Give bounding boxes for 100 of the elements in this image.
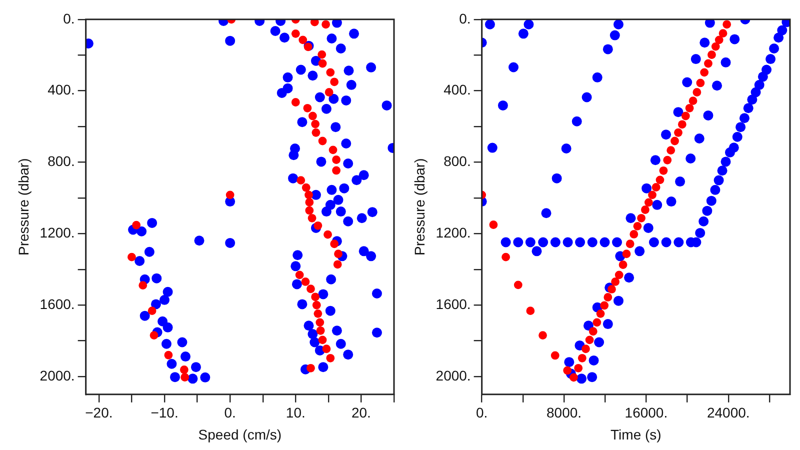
y-tick-label: 400. [444, 82, 471, 98]
point [314, 221, 322, 230]
point [305, 206, 314, 215]
point [711, 42, 720, 51]
point [291, 29, 300, 38]
point [708, 50, 716, 59]
point [150, 331, 158, 340]
point [324, 88, 334, 96]
point [322, 20, 330, 29]
point [659, 166, 668, 175]
point [308, 214, 316, 222]
point [633, 222, 642, 230]
point [298, 36, 308, 44]
point [578, 354, 586, 362]
point [714, 36, 724, 44]
point [180, 366, 188, 374]
point [614, 270, 624, 280]
point [312, 128, 320, 137]
point [330, 240, 339, 248]
y-tick-label: 1200. [40, 224, 75, 241]
point [148, 306, 156, 316]
point [608, 285, 616, 294]
point [330, 78, 339, 86]
point [301, 278, 310, 286]
y-tick-label: 400. [48, 82, 75, 98]
point [700, 68, 709, 77]
point [303, 104, 312, 112]
point [318, 336, 327, 344]
point [306, 364, 315, 372]
point [585, 336, 594, 344]
y-tick-label: 1200. [436, 224, 471, 241]
point [138, 281, 148, 290]
point [688, 96, 698, 106]
point [637, 214, 646, 222]
x-tick-label: −20. [85, 404, 113, 421]
y-tick-label: 2000. [40, 367, 75, 384]
point [526, 306, 535, 316]
point [302, 183, 310, 192]
point [226, 190, 234, 200]
point [308, 112, 317, 120]
point [538, 331, 547, 340]
x-tick-label: 24000. [706, 404, 750, 421]
point [306, 284, 315, 294]
point [333, 260, 342, 269]
x-axis-title: Time (s) [610, 426, 662, 442]
point [322, 344, 331, 354]
point [296, 176, 306, 184]
point [132, 220, 141, 230]
x-tick-label: −10. [150, 404, 178, 421]
point [722, 20, 732, 29]
x-tick-label: 16000. [624, 404, 668, 421]
x-tick-label: 0. [224, 404, 236, 421]
x-tick-label: 20. [351, 404, 371, 421]
y-axis-title: Pressure (dbar) [411, 158, 428, 256]
point [291, 98, 300, 106]
point [489, 220, 498, 229]
x-axis-title: Speed (cm/s) [198, 426, 282, 442]
y-tick-label: 1600. [40, 296, 75, 312]
point [311, 120, 320, 128]
point [685, 104, 694, 112]
point [318, 50, 326, 59]
point [696, 78, 705, 88]
y-tick-label: 0. [459, 10, 471, 26]
point [316, 326, 325, 335]
point [180, 373, 190, 382]
y-tick-label: 0. [63, 10, 75, 26]
point [630, 230, 638, 238]
point [128, 252, 136, 262]
point [574, 364, 583, 372]
point [582, 344, 590, 354]
point [626, 240, 634, 248]
point [663, 156, 672, 164]
point [502, 252, 510, 262]
point [611, 278, 620, 286]
y-axis-title: Pressure (dbar) [15, 158, 32, 256]
point [678, 120, 686, 129]
y-tick-label: 800. [48, 153, 75, 170]
point [295, 270, 304, 280]
point [596, 309, 605, 318]
x-tick-label: 10. [286, 404, 306, 421]
y-tick-label: 2000. [436, 367, 471, 384]
point [600, 301, 609, 310]
point [316, 318, 324, 327]
point [622, 250, 631, 258]
point [310, 19, 319, 26]
x-tick-label: 8000. [546, 404, 582, 421]
point [312, 300, 321, 310]
point [644, 198, 653, 207]
point [305, 198, 314, 206]
point [670, 136, 679, 146]
point [314, 309, 322, 318]
point [550, 351, 560, 360]
point [328, 146, 338, 154]
y-tick-label: 800. [444, 153, 471, 170]
point [588, 327, 598, 336]
point [318, 136, 327, 146]
point [618, 260, 628, 269]
point [681, 112, 690, 120]
point [604, 293, 612, 302]
point [656, 176, 664, 184]
